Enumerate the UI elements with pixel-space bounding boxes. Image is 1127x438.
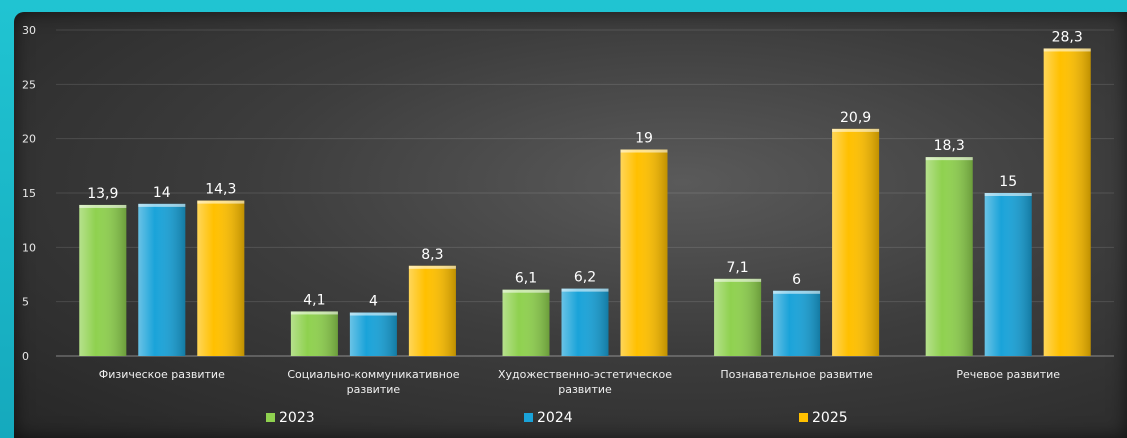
bar-shade (408, 265, 456, 356)
bar-top-highlight (408, 265, 456, 269)
bar-top-highlight (138, 203, 186, 207)
legend-label: 2024 (537, 410, 573, 426)
bar-top-highlight (197, 200, 245, 204)
data-label: 6,1 (515, 271, 537, 287)
chart-panel: 0 5 10 15 20 25 30 13,9 14 14,3 Физическое развити… (14, 12, 1127, 438)
bar-top-highlight (773, 290, 821, 294)
data-label: 6,2 (574, 270, 596, 286)
y-tick-label: 0 (22, 350, 29, 363)
legend-label: 2025 (812, 410, 848, 426)
bar-top-highlight (79, 204, 127, 208)
data-label: 14 (153, 185, 171, 201)
bar-top-highlight (561, 288, 609, 292)
y-tick-label: 30 (22, 24, 36, 37)
data-label: 7,1 (726, 260, 748, 276)
legend-swatch (799, 413, 808, 422)
bar-top-highlight (832, 128, 880, 132)
bar-shade (620, 149, 668, 356)
data-label: 18,3 (934, 138, 965, 154)
bar-top-highlight (925, 157, 973, 161)
bar-shade (925, 157, 973, 356)
bar-shade (832, 128, 880, 356)
y-tick-label: 15 (22, 187, 36, 200)
data-label: 28,3 (1052, 29, 1083, 45)
bar-shade (138, 203, 186, 356)
category-label: развитие (558, 383, 612, 396)
bar-shade (197, 200, 245, 356)
category-label: Социально-коммуникативное (287, 368, 459, 381)
data-label: 19 (635, 131, 653, 147)
legend-swatch (266, 413, 275, 422)
bar-shade (1043, 48, 1091, 357)
bar-shade (984, 193, 1032, 356)
category-label: Художественно-эстетическое (498, 368, 672, 381)
bar-shade (561, 288, 609, 356)
bar-top-highlight (984, 193, 1032, 196)
legend-swatch (524, 413, 533, 422)
data-label: 20,9 (840, 110, 871, 126)
bar-shade (79, 204, 127, 356)
bar-top-highlight (714, 278, 762, 282)
bar-shade (773, 290, 821, 356)
data-label: 14,3 (205, 182, 236, 198)
bar-shade (290, 311, 338, 356)
bar-shade (502, 289, 550, 356)
data-label: 4 (369, 294, 378, 310)
category-label: Речевое развитие (956, 368, 1060, 381)
bar-shade (349, 312, 397, 356)
bar-top-highlight (1043, 48, 1091, 52)
bar-shade (714, 278, 762, 356)
y-tick-label: 20 (22, 133, 36, 146)
bar-top-highlight (290, 311, 338, 315)
data-label: 13,9 (87, 186, 118, 202)
bar-top-highlight (502, 289, 550, 293)
legend-label: 2023 (279, 410, 315, 426)
data-label: 4,1 (303, 292, 325, 308)
y-tick-label: 10 (22, 241, 36, 254)
bar-top-highlight (620, 149, 668, 153)
category-label: Физическое развитие (99, 368, 225, 381)
data-label: 8,3 (421, 247, 443, 263)
data-label: 15 (999, 174, 1017, 190)
y-tick-label: 25 (22, 78, 36, 91)
category-label: развитие (347, 383, 401, 396)
bar-top-highlight (349, 312, 397, 316)
category-label: Познавательное развитие (720, 368, 873, 381)
y-tick-label: 5 (22, 296, 29, 309)
data-label: 6 (792, 272, 801, 288)
